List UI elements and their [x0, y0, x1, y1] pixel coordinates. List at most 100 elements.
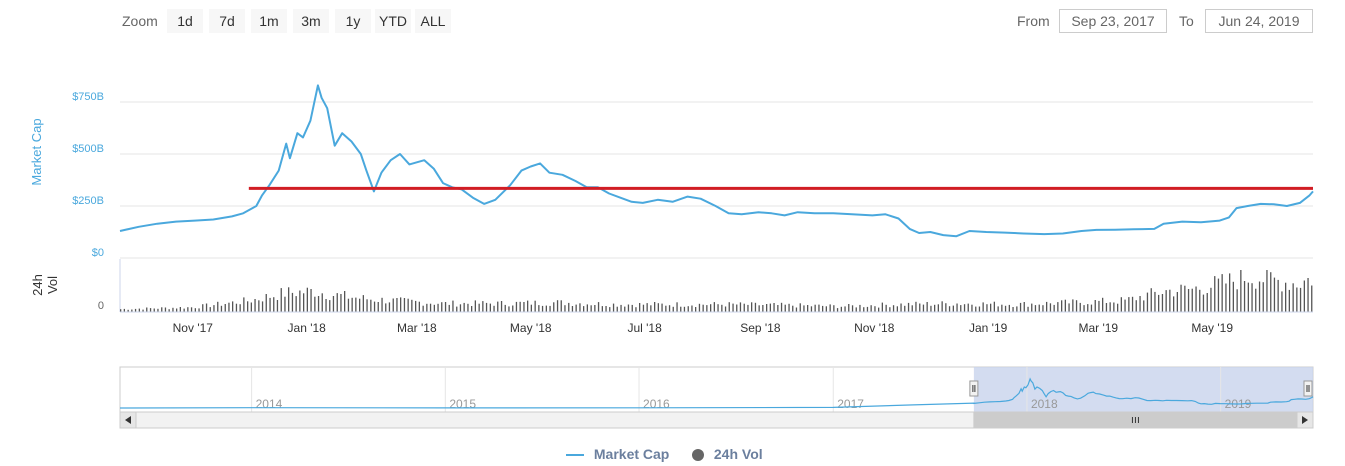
volume-bar: [982, 302, 984, 312]
x-tick-label: Mar '18: [397, 321, 437, 335]
volume-bar: [1012, 307, 1014, 312]
volume-bar: [743, 303, 745, 312]
legend-item-24h-vol[interactable]: 24h Vol: [692, 445, 763, 463]
volume-bar: [553, 302, 555, 312]
volume-bars: [120, 270, 1313, 312]
volume-bar: [866, 306, 869, 312]
navigator-tick-label: 2016: [643, 397, 670, 411]
volume-bar: [795, 307, 798, 312]
zoom-1m-button[interactable]: 1m: [251, 9, 287, 33]
navigator-selection[interactable]: [973, 367, 1313, 412]
volume-bar: [471, 306, 473, 312]
market-cap-line: [119, 84, 1314, 238]
volume-bar: [482, 301, 484, 312]
volume-bar: [235, 303, 238, 312]
volume-bar: [1120, 297, 1122, 312]
volume-bar: [1154, 291, 1156, 312]
volume-bar: [1240, 270, 1242, 312]
zoom-7d-button[interactable]: 7d: [209, 9, 245, 33]
navigator[interactable]: 2014 2015 2016 2017 2018 2019: [119, 366, 1314, 413]
volume-bar: [975, 306, 977, 312]
zoom-3m-button[interactable]: 3m: [293, 9, 329, 33]
volume-bar: [1131, 296, 1134, 312]
volume-bar: [762, 305, 764, 312]
navigator-tick-label: 2018: [1031, 397, 1058, 411]
volume-bar: [706, 305, 708, 312]
to-date-input[interactable]: [1205, 9, 1313, 33]
volume-bar: [123, 308, 125, 312]
volume-bar: [519, 301, 521, 312]
volume-bar: [1023, 302, 1025, 312]
x-tick-label: Jan '19: [969, 321, 1008, 335]
zoom-1d-button[interactable]: 1d: [167, 9, 203, 33]
arrow-left-icon: [125, 416, 131, 424]
volume-bar: [538, 305, 540, 312]
scrollbar[interactable]: [119, 411, 1314, 429]
volume-bar: [265, 294, 267, 312]
volume-bar: [609, 307, 611, 312]
volume-bar: [1042, 305, 1044, 312]
volume-bar: [597, 302, 600, 312]
volume-bar: [1184, 285, 1186, 312]
volume-bar: [403, 298, 406, 312]
volume-bar: [777, 305, 779, 312]
volume-bar: [717, 304, 719, 312]
volume-bar: [280, 288, 282, 312]
volume-bar: [1187, 289, 1190, 312]
volume-bar: [1143, 300, 1145, 312]
volume-bar: [915, 301, 917, 312]
volume-bar: [1281, 291, 1283, 312]
volume-bar: [1165, 290, 1167, 312]
volume-bar: [926, 302, 928, 312]
volume-bar: [1277, 279, 1279, 312]
volume-bar: [848, 304, 850, 312]
volume-bar: [1008, 304, 1010, 312]
arrow-right-icon: [1302, 416, 1308, 424]
volume-bar: [523, 302, 525, 312]
volume-bar: [736, 304, 738, 312]
volume-bar: [377, 302, 379, 312]
volume-bar: [672, 306, 674, 312]
y-axis-ticks: $750B $500B $250B $0: [72, 91, 104, 259]
legend-item-market-cap[interactable]: Market Cap: [566, 445, 669, 463]
volume-bar: [687, 306, 689, 312]
handle-body[interactable]: [969, 380, 979, 397]
handle-body[interactable]: [1303, 380, 1313, 397]
volume-bar: [1307, 278, 1309, 312]
volume-bar: [601, 306, 603, 312]
volume-bar: [575, 304, 577, 312]
volume-bar: [907, 302, 910, 312]
navigator-tick-label: 2014: [256, 397, 283, 411]
x-tick-label: May '19: [1191, 321, 1233, 335]
volume-bar: [366, 299, 368, 312]
volume-bar: [1202, 294, 1205, 312]
volume-bar: [258, 300, 260, 312]
volume-bar: [157, 308, 159, 312]
zoom-1y-button[interactable]: 1y: [335, 9, 371, 33]
volume-bar: [127, 309, 129, 312]
zoom-ytd-button[interactable]: YTD: [375, 9, 411, 33]
volume-bar: [549, 305, 551, 312]
zoom-all-button[interactable]: ALL: [415, 9, 451, 33]
volume-tick-label: 0: [98, 300, 104, 312]
volume-bar: [1079, 302, 1081, 312]
from-date-input[interactable]: [1059, 9, 1167, 33]
volume-bar: [1158, 294, 1160, 312]
navigator-left-handle[interactable]: [969, 380, 979, 397]
volume-bar: [172, 307, 174, 312]
volume-bar: [564, 305, 566, 312]
volume-bar: [362, 295, 364, 312]
x-axis: Nov '17 Jan '18 Mar '18 May '18 Jul '18 …: [120, 311, 1313, 335]
volume-bar: [1270, 272, 1272, 312]
price-gridlines: [120, 101, 1313, 259]
y-tick-label: $250B: [72, 195, 104, 207]
volume-bar: [1075, 300, 1078, 312]
volume-bar: [530, 304, 532, 312]
zoom-label: Zoom: [122, 13, 158, 29]
volume-bar: [351, 297, 353, 312]
volume-bar: [541, 305, 544, 312]
y-tick-label: $750B: [72, 91, 104, 103]
volume-bar: [1098, 300, 1100, 312]
navigator-right-handle[interactable]: [1303, 380, 1313, 397]
volume-bar: [807, 305, 809, 312]
